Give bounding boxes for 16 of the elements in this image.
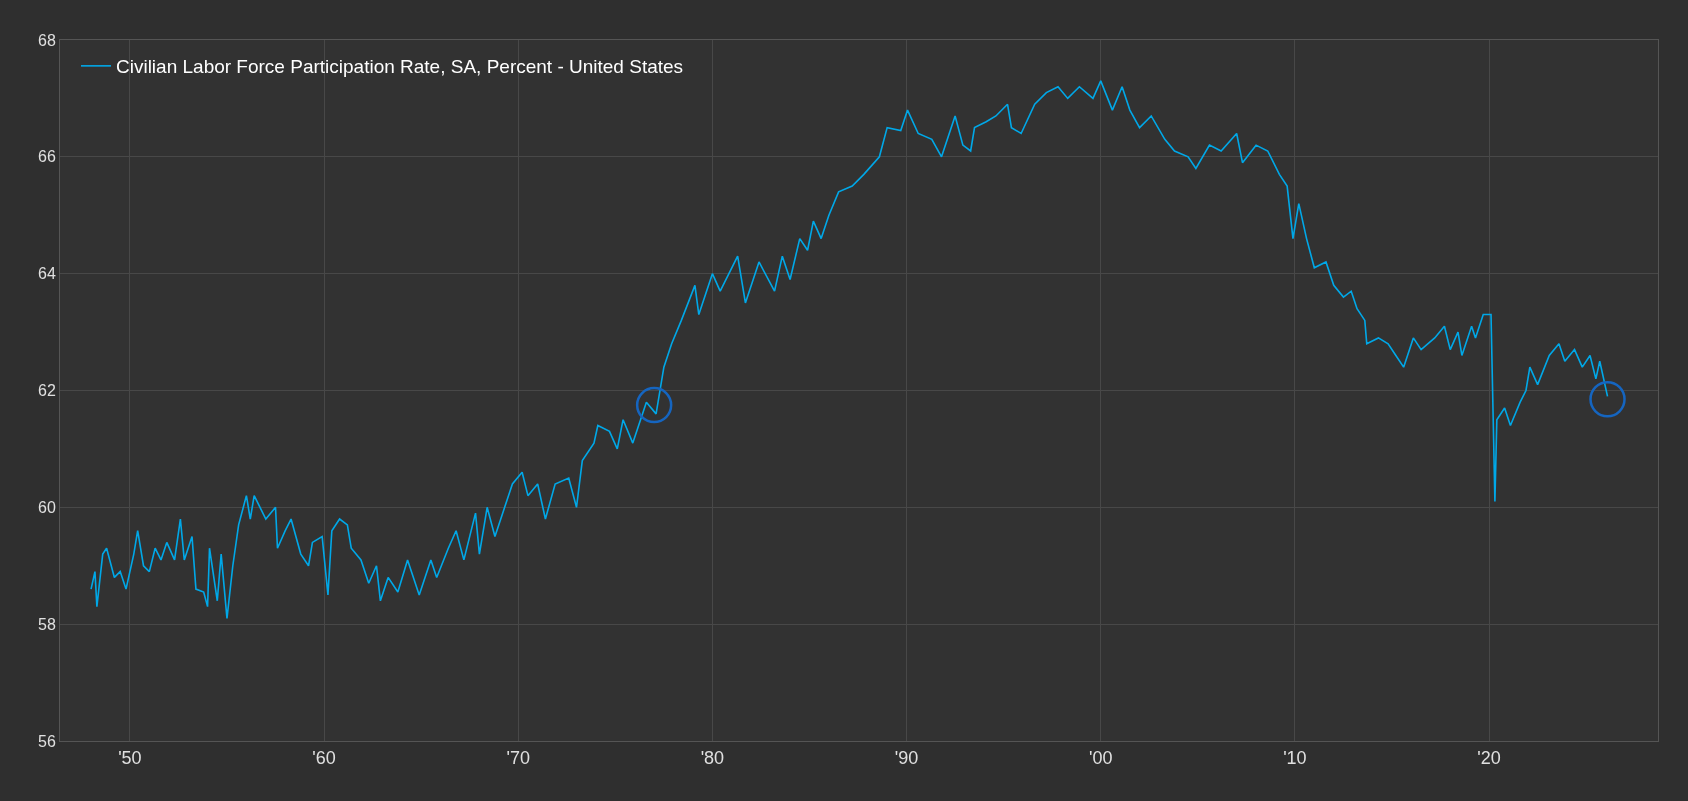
- x-tick-label: '00: [1089, 747, 1113, 768]
- x-tick-label: '70: [506, 747, 530, 768]
- x-tick-label: '60: [312, 747, 336, 768]
- y-tick-label: 62: [38, 382, 56, 400]
- x-tick-label: '80: [700, 747, 725, 768]
- x-tick-label: '50: [118, 747, 142, 768]
- legend-label: Civilian Labor Force Participation Rate, SA, Percent - United States: [115, 56, 684, 78]
- y-tick-label: 56: [38, 732, 56, 750]
- y-tick-label: 66: [38, 148, 56, 166]
- y-tick-label: 64: [38, 265, 56, 283]
- y-tick-label: 58: [38, 615, 56, 633]
- x-tick-label: '20: [1477, 747, 1501, 768]
- x-tick-label: '90: [894, 747, 919, 768]
- y-tick-label: 60: [38, 498, 56, 516]
- x-tick-label: '10: [1283, 747, 1307, 768]
- y-tick-label: 68: [38, 31, 56, 49]
